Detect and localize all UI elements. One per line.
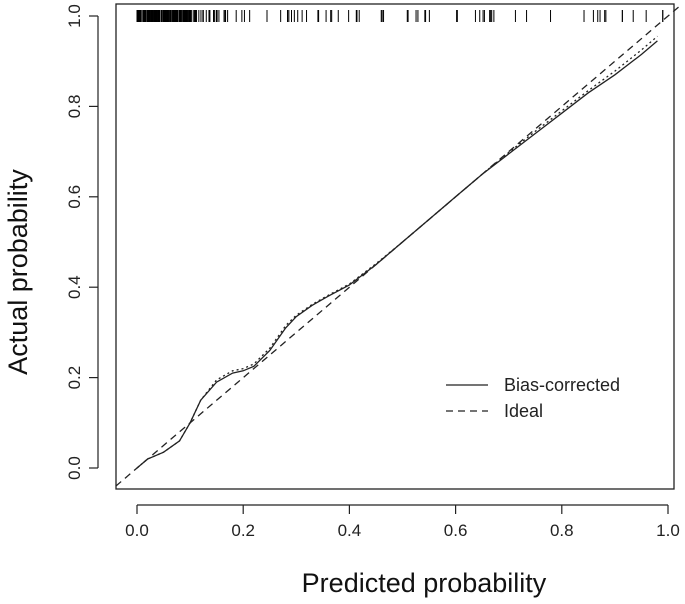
y-tick-label: 0.4: [65, 275, 84, 299]
series-line-bias-corrected: [136, 40, 658, 469]
y-tick-label: 0.8: [65, 95, 84, 119]
x-tick-label: 1.0: [656, 521, 680, 540]
y-tick-label: 0.0: [65, 456, 84, 480]
x-tick-label: 0.4: [338, 521, 362, 540]
series-line-ideal: [115, 6, 680, 487]
series-lines: [115, 6, 680, 487]
y-axis-title: Actual probability: [3, 169, 33, 375]
series-line-apparent: [136, 35, 658, 469]
y-tick-label: 0.2: [65, 366, 84, 390]
y-tick-label: 1.0: [65, 4, 84, 28]
legend-label: Bias-corrected: [504, 375, 620, 395]
x-tick-label: 0.6: [444, 521, 468, 540]
rug-marks: [136, 10, 664, 22]
legend: Bias-corrected Ideal: [446, 375, 620, 421]
axes: 0.0 0.2 0.4 0.6 0.8 1.0 0.0 0.2 0.4 0.6 0.8 1.0: [65, 3, 680, 540]
plot-frame: [115, 3, 675, 490]
y-tick-label: 0.6: [65, 185, 84, 209]
x-tick-label: 0.0: [125, 521, 149, 540]
x-axis-title: Predicted probability: [302, 568, 547, 598]
x-tick-label: 0.8: [550, 521, 574, 540]
legend-label: Ideal: [504, 401, 543, 421]
x-tick-label: 0.2: [231, 521, 255, 540]
